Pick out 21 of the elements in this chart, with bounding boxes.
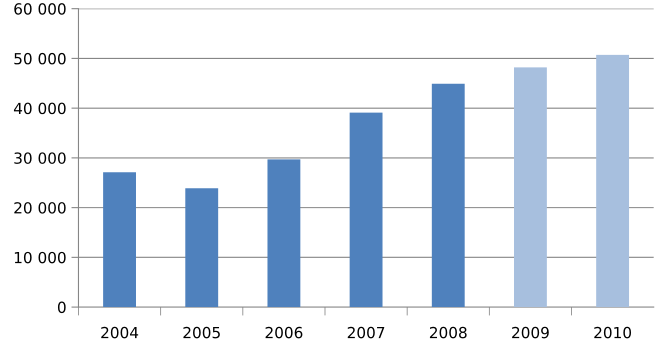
bar — [267, 159, 300, 308]
x-tick-label: 2006 — [266, 326, 302, 338]
bar — [350, 112, 383, 308]
x-tick-label: 2004 — [101, 326, 138, 338]
bar — [103, 172, 136, 308]
y-tick-label: 20 000 — [14, 202, 66, 214]
x-tick-label: 2005 — [183, 326, 220, 338]
bar — [432, 84, 465, 308]
y-tick-label: 30 000 — [14, 152, 66, 164]
x-tick-label: 2007 — [348, 326, 384, 338]
bar — [185, 188, 218, 308]
y-tick-label: 50 000 — [14, 52, 66, 64]
y-tick-label: 40 000 — [14, 102, 66, 114]
y-tick-label: 0 — [58, 302, 66, 314]
x-tick-label: 2008 — [430, 326, 467, 338]
bar — [514, 67, 547, 308]
y-tick-label: 10 000 — [14, 252, 66, 264]
x-tick-label: 2010 — [594, 326, 632, 338]
x-tick-label: 2009 — [512, 326, 549, 338]
y-tick-label: 60 000 — [14, 3, 66, 15]
bar — [596, 54, 630, 308]
